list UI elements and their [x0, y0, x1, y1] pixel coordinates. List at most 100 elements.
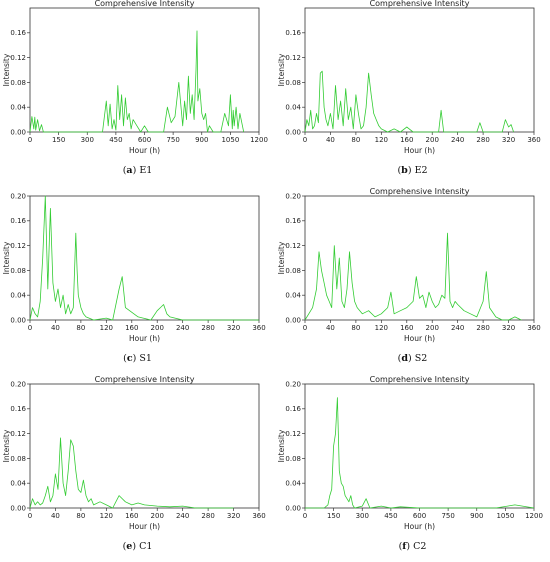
y-tick-label: 0.12: [285, 242, 301, 250]
y-tick-label: 0.04: [10, 480, 26, 488]
y-tick-label: 0.08: [285, 267, 301, 275]
series-line: [305, 397, 535, 509]
x-tick-label: 900: [470, 512, 483, 520]
x-tick-label: 160: [125, 512, 138, 520]
y-tick-label: 0.08: [285, 455, 301, 463]
x-tick-label: 320: [227, 324, 240, 332]
x-tick-label: 80: [76, 512, 85, 520]
x-tick-label: 1050: [221, 136, 239, 144]
chart-panel-e2: Comprehensive Intensity 0 40 80 120 160 200 240…: [275, 0, 550, 186]
x-tick-label: 80: [351, 136, 360, 144]
chart-title: Comprehensive Intensity: [95, 375, 195, 384]
chart-title: Comprehensive Intensity: [370, 187, 470, 196]
x-tick-label: 120: [375, 324, 388, 332]
caption-letter: e: [126, 541, 133, 552]
x-axis-label: Hour (h): [404, 334, 435, 343]
y-tick-label: 0.20: [10, 192, 26, 200]
x-tick-label: 450: [384, 512, 397, 520]
plot-frame: [304, 195, 535, 321]
x-tick-label: 240: [451, 136, 464, 144]
y-tick-label: 0.00: [285, 128, 301, 136]
chart-panel-s1: 0 40 80 120 160 200 240 280 320 360 0.00 0.04 0.08 0.…: [0, 188, 275, 374]
chart-title: Comprehensive Intensity: [370, 375, 470, 384]
y-axis-label: Intensity: [277, 429, 286, 462]
y-tick-label: 0.16: [285, 405, 301, 413]
x-tick-label: 280: [476, 324, 489, 332]
caption-letter: d: [401, 353, 409, 364]
x-axis-label: Hour (h): [129, 146, 160, 155]
panel-caption: (b) E2: [397, 165, 428, 176]
x-tick-label: 80: [76, 324, 85, 332]
caption-letter: c: [126, 353, 133, 364]
y-tick-label: 0.12: [10, 54, 26, 62]
y-tick-label: 0.00: [285, 504, 301, 512]
chart-svg: Comprehensive Intensity 0 150 300 450 600 750 9…: [2, 0, 268, 155]
chart-svg: Comprehensive Intensity 0 150 300 450 600 750 9…: [277, 375, 543, 531]
x-tick-label: 0: [303, 324, 307, 332]
chart-panel-s2: Comprehensive Intensity 0 40 80 120 160 200 240…: [275, 187, 550, 374]
x-tick-label: 450: [109, 136, 122, 144]
x-axis-label: Hour (h): [404, 146, 435, 155]
panel-caption: (d) S2: [397, 353, 428, 364]
panel-caption: (f) C2: [398, 541, 427, 552]
x-tick-label: 280: [201, 512, 214, 520]
y-tick-label: 0.00: [10, 316, 26, 324]
caption-name: E1: [139, 165, 153, 176]
y-tick-label: 0.00: [10, 504, 26, 512]
caption-name: S2: [414, 353, 428, 364]
x-tick-label: 40: [51, 324, 60, 332]
x-tick-label: 0: [303, 512, 307, 520]
chart-panel-e1: Comprehensive Intensity 0 150 300 450 600 750 9…: [0, 0, 275, 186]
x-tick-label: 750: [166, 136, 179, 144]
chart-panel-c1: Comprehensive Intensity 0 40 80 120 160 200 240…: [0, 375, 275, 562]
y-tick-label: 0.12: [285, 54, 301, 62]
x-tick-label: 150: [327, 512, 340, 520]
plot-frame: [29, 383, 260, 509]
plot-frame: [304, 383, 535, 509]
chart-title: Comprehensive Intensity: [370, 0, 470, 8]
y-tick-label: 0.00: [285, 316, 301, 324]
x-tick-label: 40: [326, 136, 335, 144]
chart-svg: 0 40 80 120 160 200 240 280 320 360 0.00 0.04 0.08 0.…: [2, 192, 266, 343]
x-tick-label: 200: [426, 136, 439, 144]
x-tick-label: 40: [326, 324, 335, 332]
y-tick-label: 0.12: [285, 430, 301, 438]
x-tick-label: 600: [413, 512, 426, 520]
series-line: [29, 437, 234, 509]
x-tick-label: 0: [303, 136, 307, 144]
caption-name: C1: [139, 541, 153, 552]
chart-svg: Comprehensive Intensity 0 40 80 120 160 200 240…: [277, 187, 541, 343]
x-axis-label: Hour (h): [129, 522, 160, 531]
series-line: [29, 195, 259, 321]
x-axis-label: Hour (h): [404, 522, 435, 531]
y-axis-label: Intensity: [2, 53, 11, 86]
x-tick-label: 360: [252, 324, 265, 332]
x-tick-label: 750: [441, 512, 454, 520]
x-tick-label: 160: [400, 136, 413, 144]
caption-letter: b: [401, 165, 408, 176]
x-tick-label: 40: [51, 512, 60, 520]
x-tick-label: 0: [28, 136, 32, 144]
x-tick-label: 900: [195, 136, 208, 144]
x-tick-label: 600: [138, 136, 151, 144]
y-tick-label: 0.08: [10, 455, 26, 463]
caption-name: S1: [139, 353, 152, 364]
y-tick-label: 0.04: [10, 104, 26, 112]
x-tick-label: 240: [176, 324, 189, 332]
y-axis-label: Intensity: [277, 53, 286, 86]
x-tick-label: 1200: [250, 136, 268, 144]
chart-svg: Comprehensive Intensity 0 40 80 120 160 200 240…: [2, 375, 266, 531]
x-tick-label: 160: [125, 324, 138, 332]
x-tick-label: 300: [81, 136, 94, 144]
x-tick-label: 80: [351, 324, 360, 332]
y-tick-label: 0.04: [285, 104, 301, 112]
y-tick-label: 0.12: [10, 430, 26, 438]
x-tick-label: 120: [100, 512, 113, 520]
x-tick-label: 320: [227, 512, 240, 520]
plot-frame: [29, 195, 260, 321]
x-tick-label: 120: [375, 136, 388, 144]
caption-letter: f: [402, 541, 407, 552]
x-tick-label: 0: [28, 512, 32, 520]
y-axis-label: Intensity: [2, 429, 11, 462]
x-tick-label: 1200: [525, 512, 543, 520]
